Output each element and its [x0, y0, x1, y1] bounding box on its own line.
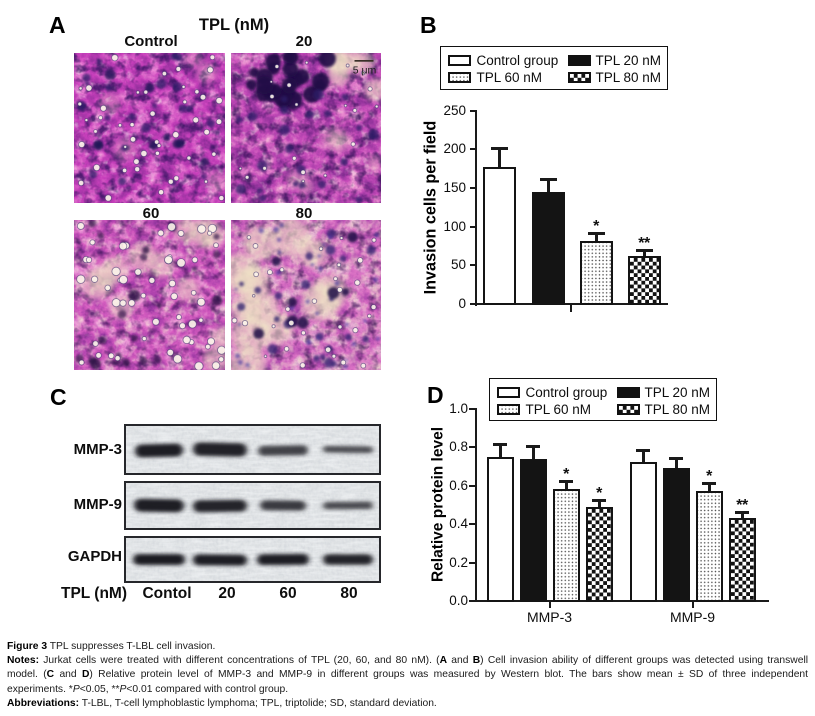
svg-text:5 μm: 5 μm: [353, 65, 377, 77]
